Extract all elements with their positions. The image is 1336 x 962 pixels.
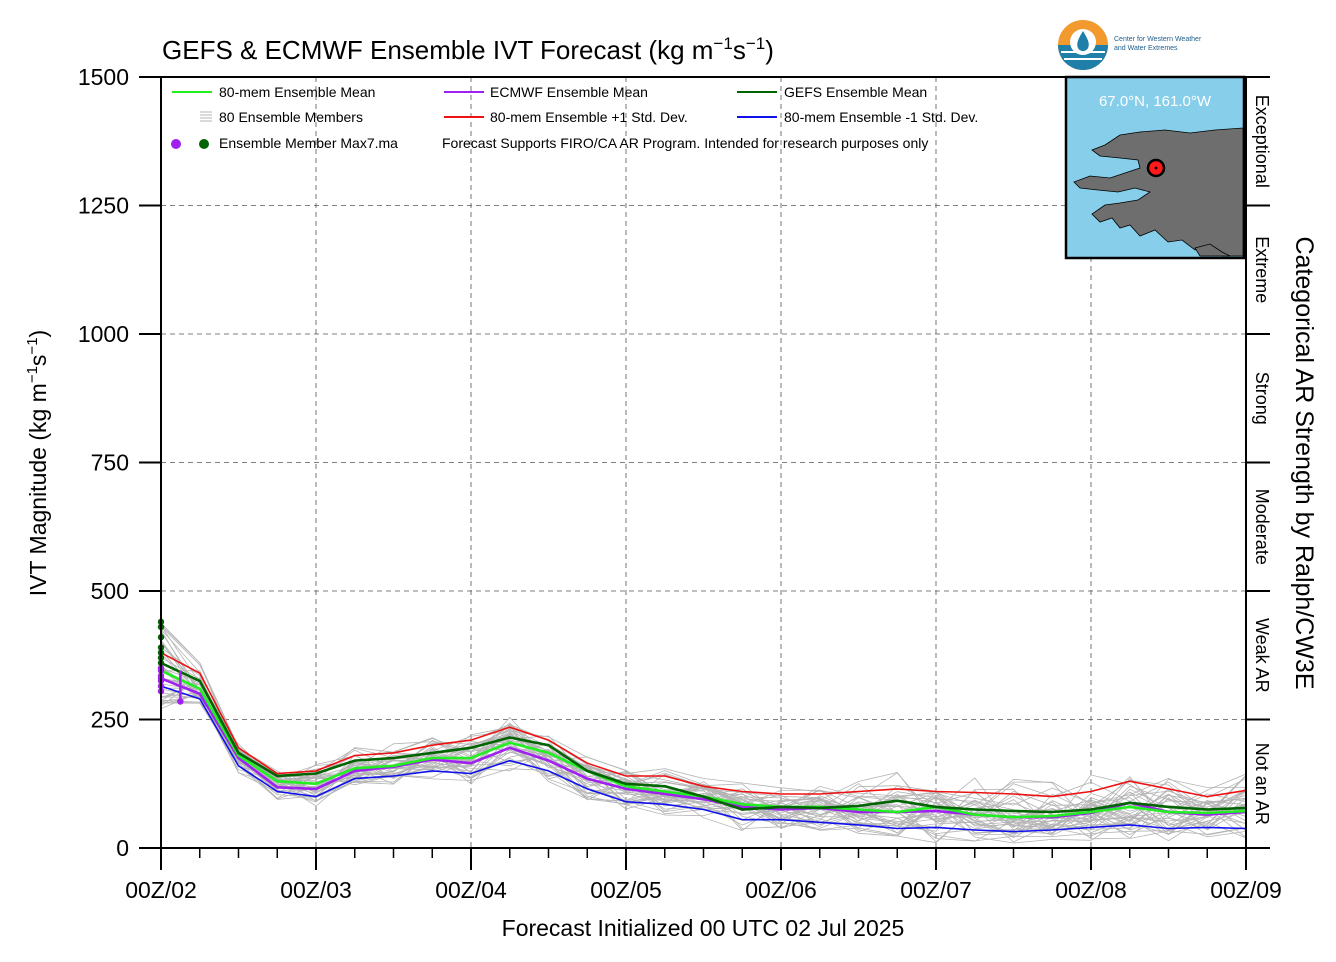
inset-map-land-south: [1194, 243, 1231, 257]
ensemble-member-line: [160, 677, 1247, 842]
legend-label-ecmwf-mean: ECMWF Ensemble Mean: [490, 84, 648, 100]
legend-note: Forecast Supports FIRO/CA AR Program. In…: [442, 135, 928, 151]
logo-text-line1: Center for Western Weather: [1114, 36, 1202, 43]
x-tick-label: 00Z/07: [900, 877, 972, 903]
legend-label-plus-std: 80-mem Ensemble +1 Std. Dev.: [490, 109, 688, 125]
legend: 80-mem Ensemble Mean ECMWF Ensemble Mean…: [171, 84, 978, 151]
ensemble-member-line: [160, 657, 1247, 830]
y-tick-label: 1500: [78, 64, 129, 90]
legend-marker-ecmwf-max: [171, 139, 181, 149]
ensemble-member-line: [161, 670, 1247, 837]
x-axis-label: Forecast Initialized 00 UTC 02 Jul 2025: [502, 915, 905, 941]
legend-marker-gefs-max: [199, 139, 209, 149]
category-label: Extreme: [1252, 236, 1272, 303]
chart-title: GEFS & ECMWF Ensemble IVT Forecast (kg m…: [162, 34, 774, 65]
legend-label-ens-mean: 80-mem Ensemble Mean: [219, 84, 375, 100]
ensemble-member-line: [160, 622, 1247, 828]
y-tick-label: 500: [91, 578, 129, 604]
category-label: Not an AR: [1252, 743, 1272, 825]
x-tick-label: 00Z/06: [745, 877, 817, 903]
inset-location-dot: [1154, 166, 1158, 170]
series-line-plus-std: [160, 651, 1247, 798]
inset-map-land: [1073, 127, 1244, 257]
right-axis-label: Categorical AR Strength by Ralph/CW3E: [1290, 237, 1318, 690]
ensemble-member-line: [160, 692, 1247, 838]
cw3e-logo: Center for Western Weather and Water Ext…: [1058, 20, 1202, 70]
y-tick-label: 750: [91, 450, 129, 476]
x-tick-label: 00Z/05: [590, 877, 662, 903]
x-tick-label: 00Z/02: [125, 877, 197, 903]
series-line-gefs-mean: [160, 661, 1247, 814]
y-axis-label: IVT Magnitude (kg m−1s−1): [24, 330, 51, 596]
category-label: Exceptional: [1252, 95, 1272, 188]
category-label: Weak AR: [1252, 618, 1272, 693]
x-tick-label: 00Z/03: [280, 877, 352, 903]
y-tick-label: 0: [116, 835, 129, 861]
legend-label-max-marker: Ensemble Member Max7.ma: [219, 135, 398, 151]
x-tick-label: 00Z/04: [435, 877, 507, 903]
logo-text-line2: and Water Extremes: [1114, 45, 1178, 52]
tick-labels: 0 250 500 750 1000 1250 1500 00Z/02 00Z/03 00Z/04…: [78, 64, 1282, 903]
legend-label-members: 80 Ensemble Members: [219, 109, 363, 125]
logo-drop-icon: [1077, 31, 1089, 51]
ensemble-member-line: [160, 699, 1247, 842]
x-tick-label: 00Z/09: [1210, 877, 1282, 903]
grid-lines: [161, 77, 1246, 848]
series-line-minus-std: [160, 685, 1247, 833]
legend-swatch-members: [200, 111, 212, 122]
x-tick-label: 00Z/08: [1055, 877, 1127, 903]
series-lines: [160, 651, 1247, 833]
y-tick-label: 1000: [78, 321, 129, 347]
category-axis: Not an AR Weak AR Moderate Strong Extreme Exc…: [1245, 76, 1272, 849]
legend-label-minus-std: 80-mem Ensemble -1 Std. Dev.: [784, 109, 978, 125]
category-label: Moderate: [1252, 489, 1272, 565]
ensemble-member-line: [160, 641, 1247, 815]
y-tick-label: 1250: [78, 193, 129, 219]
category-label: Strong: [1252, 372, 1272, 425]
inset-location-map: 67.0°N, 161.0°W: [1064, 75, 1246, 260]
legend-label-gefs-mean: GEFS Ensemble Mean: [784, 84, 927, 100]
y-tick-label: 250: [91, 707, 129, 733]
inset-coords: 67.0°N, 161.0°W: [1099, 93, 1212, 110]
